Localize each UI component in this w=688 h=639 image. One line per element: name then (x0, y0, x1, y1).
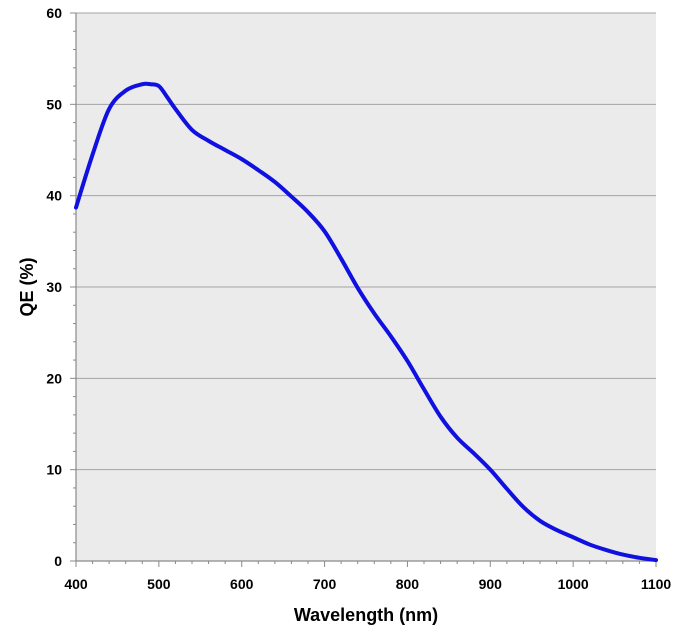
x-tick-label: 1000 (558, 576, 589, 592)
x-tick-label: 1100 (641, 576, 672, 592)
x-tick-labels: 400 500 600 700 800 900 1000 1100 (64, 576, 671, 592)
y-tick-label: 40 (46, 188, 62, 204)
tick-marks (70, 12, 657, 567)
y-axis-title: QE (%) (17, 257, 37, 316)
x-axis-title: Wavelength (nm) (294, 605, 438, 625)
x-tick-label: 400 (64, 576, 88, 592)
x-tick-label: 500 (147, 576, 171, 592)
y-tick-label: 10 (46, 462, 62, 478)
x-tick-label: 600 (230, 576, 254, 592)
x-tick-label: 800 (396, 576, 420, 592)
y-tick-label: 30 (46, 279, 62, 295)
y-tick-label: 60 (46, 5, 62, 21)
y-tick-label: 20 (46, 370, 62, 386)
qe-curve-line (74, 81, 658, 563)
y-tick-label: 0 (54, 553, 62, 569)
gridlines (76, 12, 656, 471)
x-tick-label: 700 (313, 576, 337, 592)
x-tick-label: 900 (479, 576, 503, 592)
y-tick-labels: 0 10 20 30 40 50 60 (46, 5, 62, 569)
series-group (74, 81, 658, 563)
y-tick-label: 50 (46, 96, 62, 112)
